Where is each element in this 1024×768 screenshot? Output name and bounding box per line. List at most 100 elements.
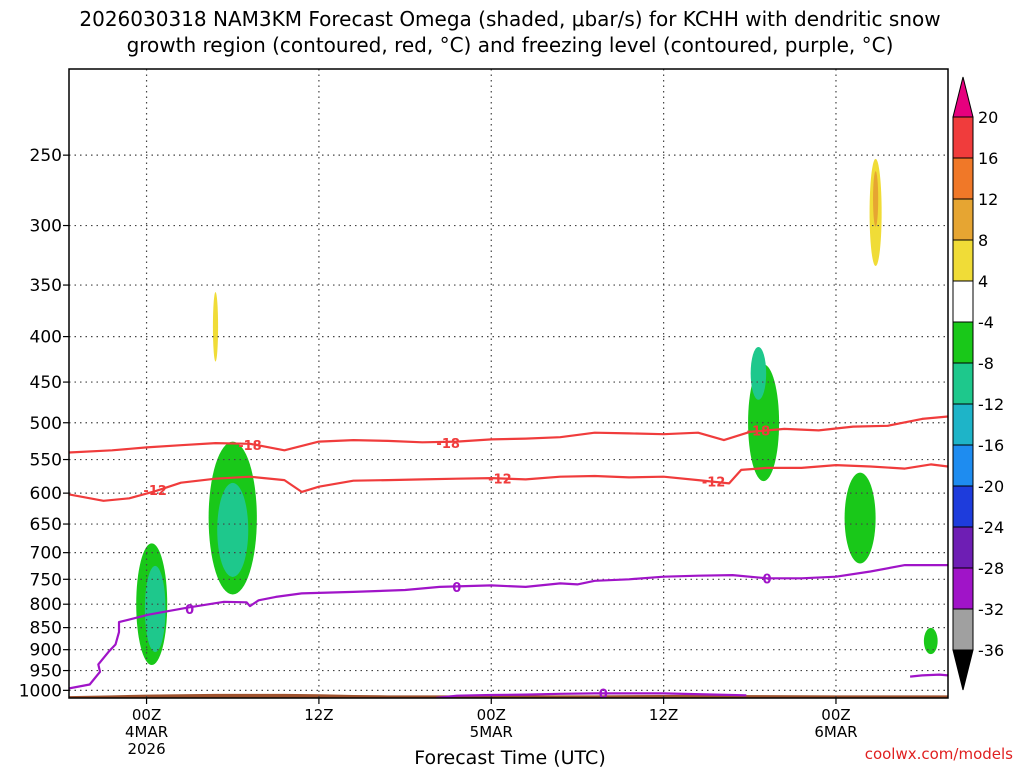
minus-12-isotherm — [69, 463, 948, 502]
minus-18-isotherm-label-2: -18 — [747, 424, 771, 439]
y-tick-label-500: 500 — [30, 414, 62, 434]
freezing-level-upper-label-2: 0 — [763, 572, 772, 587]
omega-region-25 — [797, 270, 813, 363]
credit-text: coolwx.com/models — [865, 745, 1013, 763]
contour-lines — [69, 415, 948, 698]
chart-title-line-1: 2026030318 NAM3KM Forecast Omega (shaded… — [79, 7, 940, 31]
x-tick-label-20: 00Z — [477, 706, 506, 724]
colorbar-segment-8 — [952, 444, 974, 487]
colorbar-label-12: -32 — [978, 600, 1004, 619]
colorbar-segment-4 — [952, 280, 974, 323]
y-tick-label-700: 700 — [30, 544, 62, 564]
colorbar-segment-5 — [952, 321, 974, 364]
x-tick-sublabel-0-1: 2026 — [127, 740, 165, 758]
minus-12-isotherm-label-0: -12 — [143, 484, 167, 499]
omega-region-35 — [939, 486, 947, 513]
colorbar-segment-2 — [952, 198, 974, 241]
y-tick-label-550: 550 — [30, 451, 62, 471]
freezing-level-upper-label-1: 0 — [452, 581, 461, 596]
colorbar-legend: 20 16 12 8 4 -4 -8 -12 -16 -20 -24 -28 -32 -36 — [952, 76, 1004, 691]
freezing-level-surface — [909, 673, 948, 678]
y-tick-label-900: 900 — [30, 641, 62, 661]
y-tick-label-400: 400 — [30, 328, 62, 348]
y-tick-label-850: 850 — [30, 619, 62, 639]
y-tick-label-1000: 1000 — [19, 681, 62, 701]
colorbar-label-1: 16 — [978, 149, 998, 168]
y-tick-label-300: 300 — [30, 217, 62, 237]
omega-region-28 — [873, 171, 879, 227]
colorbar-segment-10 — [952, 526, 974, 569]
omega-region-16 — [675, 257, 680, 302]
x-tick-label-10: 12Z — [304, 706, 333, 724]
x-tick-label-40: 00Z — [821, 706, 850, 724]
plot-frame — [68, 68, 949, 699]
omega-region-4 — [195, 270, 208, 363]
y-tick-label-600: 600 — [30, 484, 62, 504]
y-tick-label-800: 800 — [30, 595, 62, 615]
y-tick-label-750: 750 — [30, 570, 62, 590]
colorbar-segment-11 — [952, 567, 974, 610]
contour-labels: -18 -18 -18 -12 -12 -12 0 0 0 0 — [143, 424, 772, 702]
x-axis-label: Forecast Time (UTC) — [414, 747, 605, 768]
colorbar-segment-3 — [952, 239, 974, 282]
x-tick-sublabel-20-0: 5MAR — [470, 723, 513, 741]
colorbar-bottom-triangle — [952, 649, 974, 691]
minus-18-isotherm-label-0: -18 — [238, 439, 262, 454]
omega-region-20 — [735, 90, 751, 280]
colorbar-label-8: -16 — [978, 436, 1004, 455]
omega-region-8 — [199, 423, 205, 453]
colorbar-segment-9 — [952, 485, 974, 528]
y-tick-label-250: 250 — [30, 146, 62, 166]
grid-lines — [69, 69, 948, 698]
x-tick-sublabel-40-0: 6MAR — [814, 723, 857, 741]
omega-region-12 — [312, 384, 361, 477]
colorbar-label-10: -24 — [978, 518, 1004, 537]
omega-region-34 — [829, 613, 843, 642]
terrain-layer — [69, 693, 948, 698]
omega-region-18 — [635, 323, 641, 397]
colorbar-label-5: -4 — [978, 313, 994, 332]
freezing-level-upper-label-0: 0 — [185, 603, 194, 618]
x-tick-label-30: 12Z — [649, 706, 678, 724]
y-tick-label-450: 450 — [30, 373, 62, 393]
colorbar-label-4: 4 — [978, 272, 988, 291]
omega-shading — [114, 88, 947, 692]
minus-12-isotherm-label-1: -12 — [488, 473, 512, 488]
colorbar-segment-7 — [952, 403, 974, 446]
colorbar-segment-12 — [952, 608, 974, 651]
omega-region-2 — [144, 565, 166, 653]
omega-region-14 — [590, 476, 606, 618]
minus-18-isotherm-label-1: -18 — [436, 437, 460, 452]
colorbar-label-6: -8 — [978, 354, 994, 373]
omega-region-7 — [114, 245, 120, 303]
colorbar-label-11: -28 — [978, 559, 1004, 578]
freezing-level-upper — [69, 564, 948, 690]
colorbar-top-triangle — [952, 76, 974, 118]
colorbar-segment-0 — [952, 116, 974, 159]
colorbar-segment-6 — [952, 362, 974, 405]
omega-region-15 — [643, 171, 649, 240]
colorbar-segment-1 — [952, 157, 974, 200]
x-tick-label-0: 00Z — [132, 706, 161, 724]
omega-region-24 — [720, 455, 745, 556]
omega-region-23 — [750, 347, 767, 400]
colorbar-label-3: 8 — [978, 231, 988, 250]
colorbar-label-7: -12 — [978, 395, 1004, 414]
colorbar-label-13: -36 — [978, 641, 1004, 660]
omega-region-6 — [212, 292, 219, 362]
omega-region-19 — [670, 390, 674, 416]
y-tick-label-950: 950 — [30, 662, 62, 682]
y-tick-label-650: 650 — [30, 515, 62, 535]
omega-region-31 — [911, 259, 933, 433]
terrain-surface — [69, 693, 948, 698]
freezing-level-lower-label-0: 0 — [599, 687, 608, 702]
omega-region-30 — [844, 472, 876, 564]
colorbar-label-2: 12 — [978, 190, 998, 209]
omega-region-33 — [923, 627, 938, 655]
colorbar-label-9: -20 — [978, 477, 1004, 496]
colorbar-label-0: 20 — [978, 108, 998, 127]
chart-title-line-2: growth region (contoured, red, °C) and f… — [127, 33, 894, 57]
y-tick-label-350: 350 — [30, 276, 62, 296]
y-axis: 2503003504004505005506006507007508008509… — [19, 146, 69, 701]
